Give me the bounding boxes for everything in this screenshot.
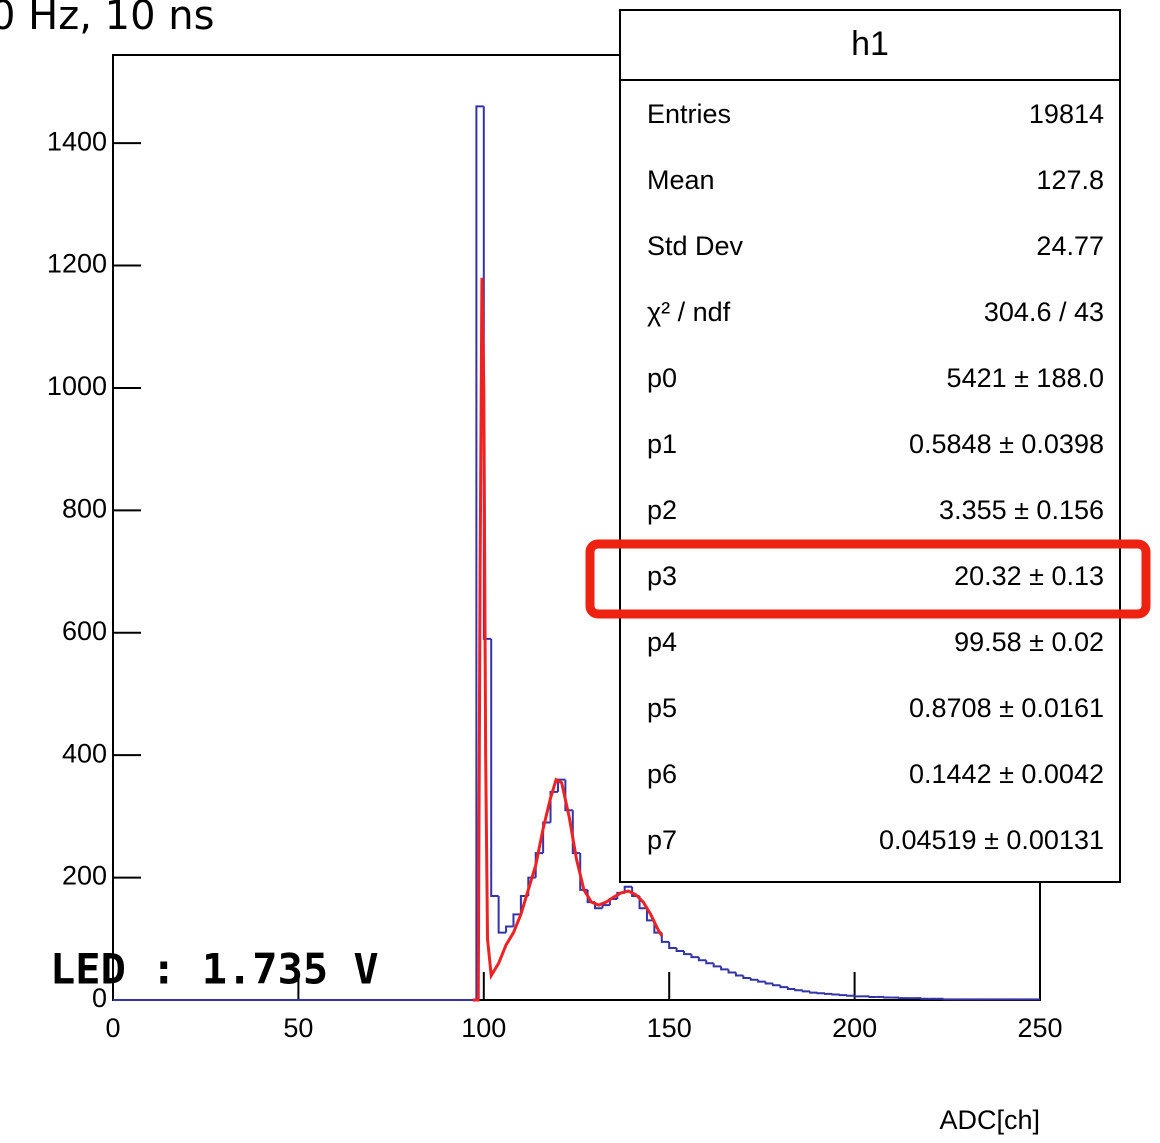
- histogram-bin: [779, 985, 788, 989]
- histogram-bin: [794, 988, 803, 992]
- x-tick-label: 0: [105, 1013, 120, 1043]
- y-tick-label: 600: [62, 616, 107, 646]
- x-tick-label: 100: [461, 1013, 506, 1043]
- histogram-bin: [898, 997, 907, 1000]
- stats-value: 0.8708 ± 0.0161: [909, 693, 1104, 723]
- histogram-bin: [705, 960, 714, 965]
- stats-name: p0: [647, 363, 677, 393]
- stats-value: 304.6 / 43: [984, 297, 1104, 327]
- stats-box: [619, 9, 1121, 883]
- x-axis-label: ADC[ch]: [939, 1105, 1040, 1135]
- histogram-bin: [853, 995, 863, 998]
- histogram-bin: [683, 951, 692, 956]
- histogram-bin: [712, 963, 722, 968]
- histogram-bin: [823, 992, 833, 995]
- histogram-bin: [734, 972, 744, 977]
- histogram-bin: [816, 992, 825, 995]
- stats-name: p7: [647, 825, 677, 855]
- histogram-bin: [920, 997, 929, 1000]
- histogram-bin: [786, 987, 796, 990]
- chart-title: 0 Hz, 10 ns: [0, 0, 214, 39]
- annotation: LED : 1.735 V: [50, 945, 379, 994]
- stats-value: 5421 ± 188.0: [947, 363, 1104, 393]
- histogram-bin: [660, 932, 670, 943]
- highlight: [585, 539, 1151, 619]
- histogram-bin: [757, 979, 766, 983]
- histogram-bin: [475, 105, 484, 1000]
- histogram-bin: [846, 994, 855, 997]
- histogram-bin: [690, 954, 699, 959]
- stats-name: Entries: [647, 99, 731, 129]
- stats-name: p4: [647, 627, 677, 657]
- histogram-bin: [505, 925, 514, 933]
- x-tick-label: 150: [647, 1013, 692, 1043]
- x-tick-label: 50: [283, 1013, 313, 1043]
- stats-name: p6: [647, 759, 677, 789]
- y-tick-label: 1200: [47, 249, 107, 279]
- stats-value: 0.1442 ± 0.0042: [909, 759, 1104, 789]
- stats-value: 19814: [1029, 99, 1104, 129]
- histogram-bin: [831, 993, 840, 996]
- stats-value: 20.32 ± 0.13: [954, 561, 1104, 591]
- stats-value: 3.355 ± 0.156: [939, 495, 1104, 525]
- y-tick-label: 1000: [47, 371, 107, 401]
- histogram-bin: [549, 790, 558, 823]
- stats-value: 0.04519 ± 0.00131: [879, 825, 1104, 855]
- stats-name: p2: [647, 495, 677, 525]
- x-tick-label: 200: [832, 1013, 877, 1043]
- histogram-bin: [720, 966, 729, 971]
- histogram-bin: [868, 995, 877, 998]
- histogram-bin: [801, 990, 811, 993]
- histogram-bin: [497, 895, 507, 934]
- y-tick-label: 400: [62, 738, 107, 768]
- histogram-bin: [697, 957, 707, 962]
- stats-name: p5: [647, 693, 677, 723]
- x-tick-label: 250: [1017, 1013, 1062, 1043]
- stats-name: p3: [647, 561, 677, 591]
- histogram-bin: [838, 994, 848, 997]
- histogram-bin: [645, 908, 655, 922]
- histogram-bin: [571, 810, 581, 855]
- histogram-bin: [727, 969, 736, 974]
- y-tick-label: 1400: [47, 126, 107, 156]
- stats-value: 99.58 ± 0.02: [954, 627, 1104, 657]
- histogram-bin: [883, 996, 892, 999]
- stats-value: 127.8: [1036, 165, 1104, 195]
- y-tick-label: 200: [62, 861, 107, 891]
- y-tick-label: 0: [92, 983, 107, 1013]
- histogram-bin: [742, 975, 751, 979]
- histogram-bin: [749, 977, 759, 981]
- histogram-bin: [564, 779, 573, 812]
- histogram-bin: [675, 947, 685, 953]
- stats-title: h1: [851, 25, 889, 63]
- histogram-bin: [942, 998, 952, 1001]
- histogram-bin: [668, 941, 677, 949]
- fit-line: [472, 277, 664, 1002]
- histogram-bin: [809, 991, 818, 994]
- y-tick-label: 800: [62, 493, 107, 523]
- histogram-bin: [490, 638, 499, 897]
- stats-name: p1: [647, 429, 677, 459]
- stats-name: Mean: [647, 165, 715, 195]
- histogram-bin: [512, 913, 521, 927]
- stats-value: 0.5848 ± 0.0398: [909, 429, 1104, 459]
- histogram-bin: [772, 983, 781, 987]
- stats-name: Std Dev: [647, 231, 744, 261]
- stats-value: 24.77: [1036, 231, 1104, 261]
- histogram-bin: [764, 981, 774, 985]
- stats-name: χ² / ndf: [647, 297, 731, 327]
